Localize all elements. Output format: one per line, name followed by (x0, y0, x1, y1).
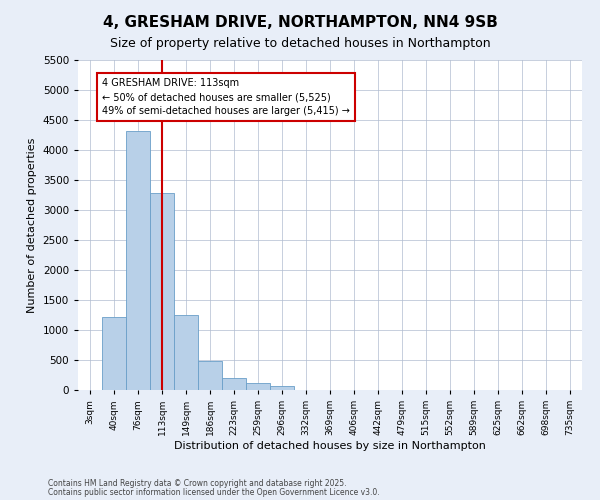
Bar (222, 378, 246, 390)
Bar (150, 192, 174, 390)
Bar (126, 131, 150, 390)
Bar (198, 360, 222, 390)
X-axis label: Distribution of detached houses by size in Northampton: Distribution of detached houses by size … (174, 441, 486, 451)
Bar (246, 384, 270, 390)
Bar (174, 315, 198, 390)
Bar (270, 386, 294, 390)
Text: Size of property relative to detached houses in Northampton: Size of property relative to detached ho… (110, 38, 490, 51)
Text: 4, GRESHAM DRIVE, NORTHAMPTON, NN4 9SB: 4, GRESHAM DRIVE, NORTHAMPTON, NN4 9SB (103, 15, 497, 30)
Y-axis label: Number of detached properties: Number of detached properties (27, 138, 37, 312)
Bar (102, 317, 126, 390)
Text: Contains HM Land Registry data © Crown copyright and database right 2025.: Contains HM Land Registry data © Crown c… (48, 480, 347, 488)
Text: 4 GRESHAM DRIVE: 113sqm
← 50% of detached houses are smaller (5,525)
49% of semi: 4 GRESHAM DRIVE: 113sqm ← 50% of detache… (102, 78, 350, 116)
Text: Contains public sector information licensed under the Open Government Licence v3: Contains public sector information licen… (48, 488, 380, 497)
